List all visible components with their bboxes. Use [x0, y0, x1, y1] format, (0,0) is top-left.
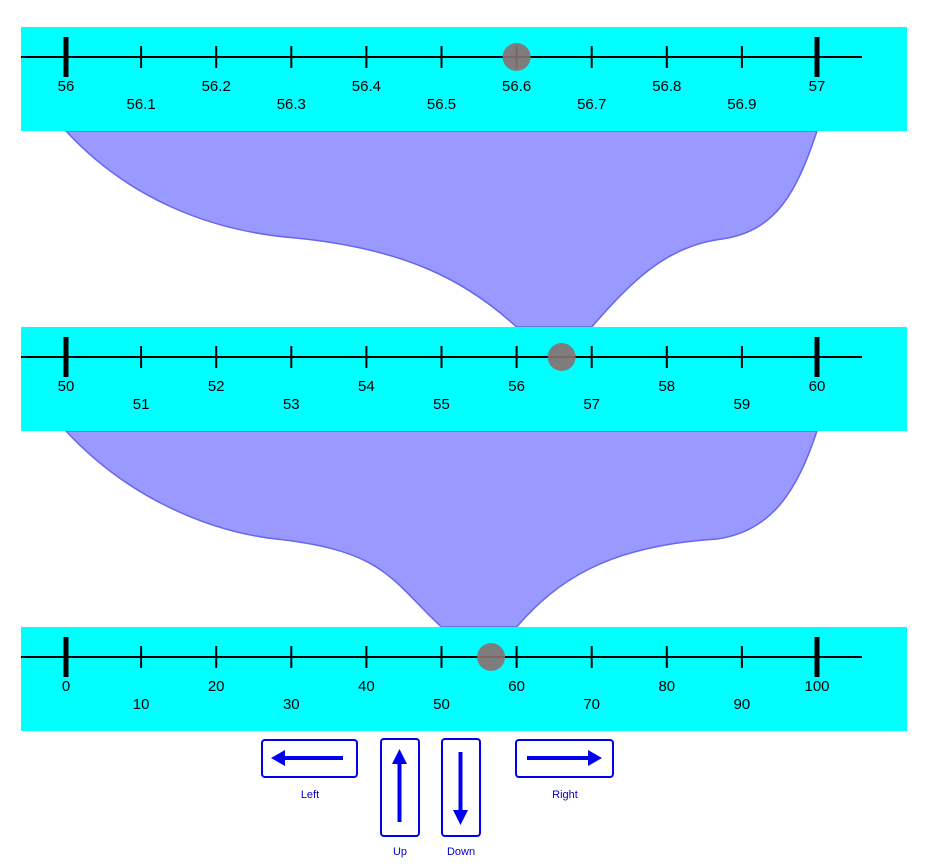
tick-label: 56.9: [727, 96, 756, 113]
tick-label: 56.7: [577, 96, 606, 113]
zoom-funnel-upper: [64, 130, 819, 328]
tick-label: 52: [208, 378, 225, 395]
right-label: Right: [552, 789, 578, 801]
up-label: Up: [392, 846, 408, 858]
tick-label: 55: [433, 396, 450, 413]
tick-label: 10: [133, 696, 150, 713]
left-label: Left: [300, 789, 320, 801]
tick-label: 30: [283, 696, 300, 713]
tick-label: 60: [809, 378, 826, 395]
number-band-tenths: [21, 27, 907, 131]
value-marker[interactable]: [502, 43, 531, 71]
down-label: Down: [446, 846, 476, 858]
value-marker[interactable]: [547, 343, 576, 371]
arrow-up-icon: [392, 749, 407, 822]
tick-label: 70: [583, 696, 600, 713]
tick-label: 80: [658, 678, 675, 695]
tick-label: 56.3: [277, 96, 306, 113]
up-button[interactable]: [380, 738, 420, 837]
down-button[interactable]: [441, 738, 481, 837]
tick-label: 20: [208, 678, 225, 695]
tick-label: 51: [133, 396, 150, 413]
left-button[interactable]: [261, 739, 358, 778]
tick-label: 57: [583, 396, 600, 413]
tick-label: 90: [734, 696, 751, 713]
tick-label: 56.2: [202, 78, 231, 95]
tick-label: 50: [433, 696, 450, 713]
tick-label: 58: [658, 378, 675, 395]
tick-label: 40: [358, 678, 375, 695]
arrow-down-icon: [453, 752, 468, 825]
right-button[interactable]: [515, 739, 614, 778]
tick-label: 56: [58, 78, 75, 95]
tick-label: 100: [804, 678, 829, 695]
tick-label: 59: [734, 396, 751, 413]
tick-label: 56.8: [652, 78, 681, 95]
tick-label: 57: [809, 78, 826, 95]
tick-label: 0: [62, 678, 70, 695]
number-band-tens: [21, 627, 907, 731]
value-marker[interactable]: [477, 643, 506, 671]
tick-label: 56.4: [352, 78, 381, 95]
arrow-left-icon: [271, 750, 343, 766]
tick-label: 56: [508, 378, 525, 395]
tick-label: 60: [508, 678, 525, 695]
tick-label: 50: [58, 378, 75, 395]
tick-label: 54: [358, 378, 375, 395]
tick-label: 56.6: [502, 78, 531, 95]
tick-label: 56.1: [126, 96, 155, 113]
number-band-units: [21, 327, 907, 431]
tick-label: 53: [283, 396, 300, 413]
tick-label: 56.5: [427, 96, 456, 113]
arrow-right-icon: [527, 750, 602, 766]
